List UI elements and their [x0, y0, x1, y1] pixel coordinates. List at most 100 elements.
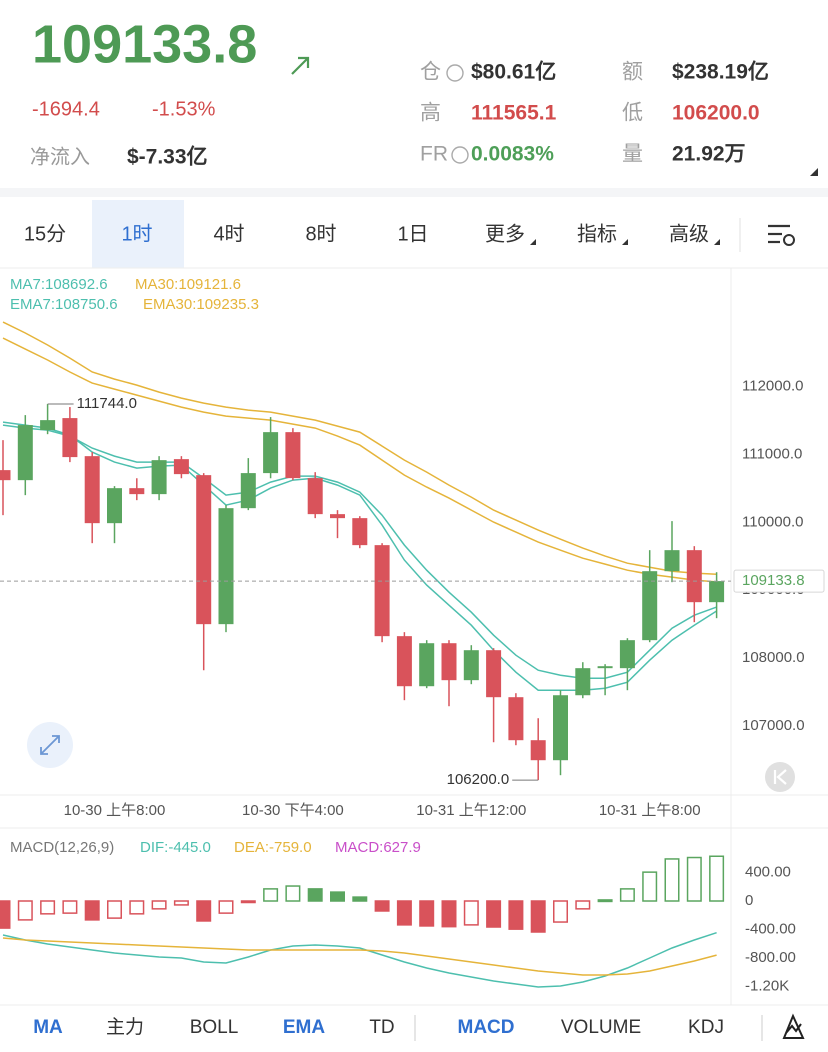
candle-body — [374, 545, 390, 637]
indicator-line — [2, 421, 718, 691]
candle-body — [330, 514, 345, 519]
x-tick-label: 10-31 上午12:00 — [416, 802, 526, 819]
macd-bar — [374, 900, 390, 912]
macd-bar — [396, 900, 412, 926]
candle-body — [597, 666, 613, 669]
macd-bar — [107, 900, 122, 919]
macd-bar — [575, 900, 591, 910]
legend-entry: MA7:108692.6 — [10, 276, 108, 293]
stat-label: 高 — [420, 102, 441, 125]
tab[interactable]: 15分 — [24, 222, 66, 245]
draw-tool-icon[interactable] — [782, 1013, 805, 1039]
expand-button[interactable] — [27, 722, 73, 768]
macd-bar — [619, 888, 635, 902]
legend-entry: EMA30:109235.3 — [143, 296, 259, 313]
stat-label: FR — [420, 143, 448, 166]
macd-bar — [486, 900, 502, 928]
macd-bar — [173, 900, 189, 906]
macd-bar — [530, 900, 546, 933]
candle-body — [686, 550, 702, 603]
tab[interactable]: 4时 — [213, 222, 244, 245]
macd-bar — [419, 900, 435, 927]
candle-body — [575, 668, 591, 696]
info-icon[interactable] — [451, 146, 469, 164]
separator — [0, 188, 828, 197]
dropdown-caret — [530, 239, 536, 245]
macd-bar — [352, 896, 368, 902]
annotation: 106200.0 — [447, 771, 510, 788]
current-price-label: 109133.8 — [742, 572, 805, 589]
legend-entry: DIF:-445.0 — [140, 839, 211, 856]
y-tick-label: 108000.0 — [742, 649, 805, 666]
stat-value: 111565.1 — [471, 102, 557, 125]
stat-label: 低 — [622, 102, 643, 125]
indicator-tabs: MA 主力 BOLL EMA TD MACD VOLUME KDJ — [33, 1016, 724, 1038]
macd-bar — [463, 900, 479, 926]
macd-bar — [508, 900, 524, 930]
settings-icon[interactable] — [768, 224, 795, 246]
last-price: 109133.8 — [32, 14, 257, 74]
macd-bar — [709, 855, 725, 902]
legend-entry: MACD:627.9 — [335, 839, 421, 856]
trend-arrow — [291, 56, 310, 75]
timeframe-tabs: 15分 1时 4时 8时 1日 更多 指标 高级 — [24, 200, 720, 268]
candle-body — [84, 456, 100, 524]
candle-body — [664, 550, 680, 572]
indicator-line — [2, 337, 717, 583]
macd-bar — [285, 885, 301, 902]
y-tick-label: -1.20K — [745, 978, 789, 995]
stat-value: $80.61亿 — [471, 60, 556, 84]
macd-bar — [330, 891, 345, 902]
y-tick-label: 110000.0 — [742, 513, 803, 530]
candle-body — [196, 475, 212, 625]
indicator-title: MACD(12,26,9) — [10, 839, 114, 856]
indicator-tab[interactable]: EMA — [283, 1017, 326, 1038]
candle-body — [173, 459, 189, 475]
indicator-line — [2, 424, 717, 679]
tab[interactable]: 1日 — [397, 223, 428, 245]
macd-bar — [686, 856, 702, 902]
macd-bar — [40, 900, 56, 915]
indicator-tab[interactable]: BOLL — [190, 1017, 239, 1038]
tab[interactable]: 指标 — [577, 222, 617, 245]
indicator-tab[interactable]: MA — [33, 1017, 63, 1038]
back-to-latest[interactable] — [765, 762, 795, 792]
macd-bar — [62, 900, 78, 914]
indicator-tab[interactable]: MACD — [458, 1017, 515, 1038]
info-icon[interactable] — [446, 64, 464, 82]
indicator-tab[interactable]: VOLUME — [561, 1017, 641, 1038]
indicator-tab[interactable]: 主力 — [106, 1016, 144, 1038]
indicator-tab[interactable]: TD — [369, 1017, 394, 1038]
stat-value: 0.0083% — [471, 143, 554, 166]
stat-value: $238.19亿 — [672, 60, 769, 84]
x-tick-label: 10-31 上午8:00 — [599, 802, 701, 819]
candle-body — [40, 420, 56, 431]
macd-bar — [84, 900, 100, 921]
candle-body — [263, 432, 279, 474]
tab[interactable]: 8时 — [305, 222, 336, 245]
annotation: 111744.0 — [77, 395, 137, 412]
candle-body — [151, 460, 167, 495]
y-tick-label: 0 — [745, 892, 753, 909]
candle-body — [129, 488, 145, 495]
candle-body — [107, 488, 122, 524]
stat-value: 106200.0 — [672, 102, 760, 125]
tab-highlight — [92, 200, 184, 268]
stat-label: 量 — [622, 143, 643, 166]
y-tick-label: 111000.0 — [742, 445, 802, 462]
candle-body — [352, 518, 368, 546]
macd-bar — [642, 871, 658, 902]
indicator-tab[interactable]: KDJ — [688, 1017, 724, 1038]
candle-body — [508, 697, 524, 741]
tab[interactable]: 更多 — [485, 222, 525, 245]
macd-bar — [441, 900, 457, 928]
candle-body — [441, 643, 457, 681]
macd-bar — [553, 900, 568, 923]
candle-body — [419, 643, 435, 687]
tab[interactable]: 1时 — [121, 222, 152, 245]
info-icons — [446, 64, 469, 164]
tab[interactable]: 高级 — [669, 222, 709, 245]
price-change-pct: -1.53% — [152, 98, 216, 120]
